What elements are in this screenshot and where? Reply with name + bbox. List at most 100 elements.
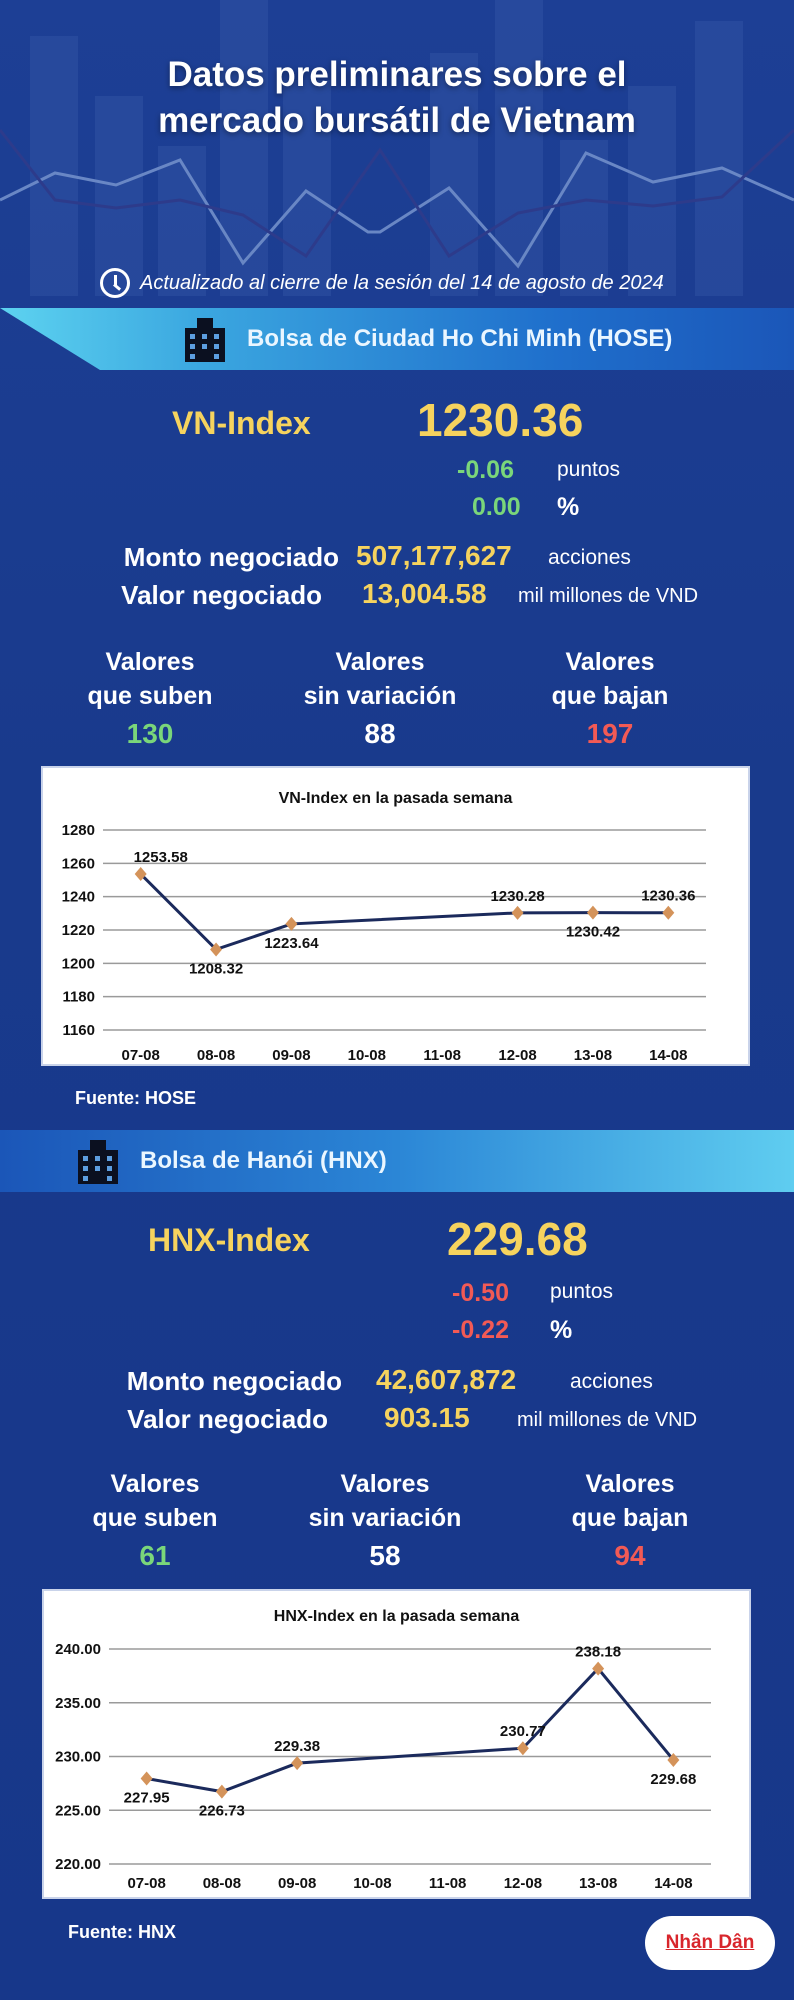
updated-text: Actualizado al cierre de la sesión del 1… [140, 271, 664, 294]
volume-label: Monto negociado [126, 1366, 342, 1396]
decorative-chart-graphic [0, 0, 794, 296]
unchanged-label-2: sin variación [308, 1504, 462, 1532]
volume-unit: acciones [570, 1370, 653, 1393]
advancers-block: Valores que suben 61 [65, 1467, 245, 1573]
x-tick-label: 10-08 [353, 1875, 391, 1892]
page-title: Datos preliminares sobre el mercado burs… [0, 52, 794, 144]
y-tick-label: 1280 [62, 822, 95, 839]
logo-text: Nhân Dân [665, 1932, 755, 1953]
vn-index-value: 1230.36 [417, 394, 584, 446]
hnx-index-value: 229.68 [447, 1213, 588, 1265]
data-point [662, 905, 675, 920]
y-tick-label: 230.00 [55, 1749, 101, 1766]
percent-unit: % [550, 1316, 573, 1344]
title-line-2: mercado bursátil de Vietnam [158, 101, 636, 140]
decliners-label-1: Valores [565, 648, 655, 676]
unchanged-block: Valores sin variación 58 [295, 1467, 475, 1573]
updated-note: Actualizado al cierre de la sesión del 1… [100, 268, 664, 298]
data-point [511, 905, 524, 920]
advancers-block: Valores que suben 130 [60, 645, 240, 751]
vn-index-chart: VN-Index en la pasada semana 1160 1180 1200… [41, 766, 750, 1066]
x-tick-label: 08-08 [203, 1875, 241, 1892]
chart-title: VN-Index en la pasada semana [279, 790, 513, 807]
x-tick-label: 08-08 [197, 1047, 235, 1064]
data-point [667, 1752, 680, 1767]
y-tick-label: 1200 [62, 955, 95, 972]
decliners-block: Valores que bajan 197 [520, 645, 700, 751]
volume-label: Monto negociado [123, 542, 339, 572]
x-tick-label: 10-08 [348, 1047, 386, 1064]
y-tick-label: 1180 [62, 989, 95, 1006]
advancers-label-1: Valores [105, 648, 195, 676]
unchanged-label-2: sin variación [303, 682, 457, 710]
series-line [139, 872, 669, 952]
hose-banner: Bolsa de Ciudad Ho Chi Minh (HOSE) [0, 308, 794, 370]
y-tick-label: 1220 [62, 922, 95, 939]
decliners-count: 94 [614, 1540, 646, 1571]
points-unit: puntos [557, 458, 621, 481]
decliners-label-2: que bajan [571, 1504, 689, 1532]
data-label: 229.38 [274, 1738, 320, 1755]
data-point [140, 1771, 153, 1786]
value-label: Valor negociado [127, 1404, 328, 1434]
value-label: Valor negociado [121, 580, 322, 610]
x-tick-label: 09-08 [272, 1047, 310, 1064]
advancers-label-1: Valores [110, 1470, 200, 1498]
building-icon [185, 316, 225, 362]
data-point [586, 905, 599, 920]
clock-icon [100, 268, 130, 298]
x-tick-label: 11-08 [429, 1875, 467, 1892]
data-label: 230.77 [500, 1723, 546, 1740]
data-point [285, 916, 298, 931]
y-tick-label: 1160 [62, 1022, 95, 1039]
unchanged-block: Valores sin variación 88 [290, 645, 470, 751]
data-point [291, 1756, 304, 1771]
value-value: 13,004.58 [362, 578, 487, 609]
y-tick-label: 1260 [62, 855, 95, 872]
y-tick-label: 225.00 [55, 1802, 101, 1819]
hnx-source: Fuente: HNX [68, 1922, 176, 1942]
x-tick-label: 07-08 [122, 1047, 160, 1064]
building-icon [78, 1138, 118, 1184]
series-line [146, 1666, 675, 1794]
advancers-label-2: que suben [92, 1504, 218, 1532]
x-tick-label: 14-08 [654, 1875, 692, 1892]
hnx-index-label: HNX-Index [148, 1222, 310, 1258]
x-tick-label: 13-08 [579, 1875, 617, 1892]
hnx-banner-title: Bolsa de Hanói (HNX) [140, 1147, 387, 1174]
value-unit: mil millones de VND [518, 585, 699, 607]
hnx-change-points: -0.50 [452, 1279, 509, 1307]
advancers-count: 61 [139, 1540, 171, 1571]
data-point [210, 942, 223, 957]
vn-index-label: VN-Index [172, 405, 311, 441]
data-label: 1230.42 [566, 924, 620, 941]
x-tick-label: 09-08 [278, 1875, 316, 1892]
advancers-count: 130 [126, 718, 174, 749]
hnx-change-percent: -0.22 [452, 1316, 509, 1344]
data-point [134, 867, 147, 882]
data-label: 238.18 [575, 1644, 621, 1661]
hose-banner-title: Bolsa de Ciudad Ho Chi Minh (HOSE) [247, 325, 673, 352]
data-label: 227.95 [124, 1790, 170, 1807]
volume-value: 42,607,872 [376, 1364, 517, 1395]
data-point [592, 1661, 605, 1676]
data-label: 1253.58 [134, 849, 188, 866]
y-tick-label: 220.00 [55, 1856, 101, 1873]
x-tick-label: 13-08 [574, 1047, 612, 1064]
x-tick-label: 14-08 [649, 1047, 687, 1064]
data-label: 1223.64 [264, 935, 319, 952]
points-unit: puntos [550, 1280, 614, 1303]
value-unit: mil millones de VND [517, 1409, 698, 1431]
x-tick-label: 07-08 [127, 1875, 165, 1892]
percent-unit: % [557, 493, 580, 521]
data-label: 1230.28 [490, 888, 544, 905]
data-label: 1230.36 [641, 888, 695, 905]
chart-svg: HNX-Index en la pasada semana 220.00 225.0… [55, 1608, 711, 1892]
decliners-block: Valores que bajan 94 [540, 1467, 720, 1573]
decliners-count: 197 [586, 718, 634, 749]
data-label: 226.73 [199, 1803, 245, 1820]
unchanged-count: 88 [364, 718, 396, 749]
y-tick-label: 235.00 [55, 1695, 101, 1712]
chart-svg: VN-Index en la pasada semana 1160 1180 1200… [62, 790, 706, 1064]
x-tick-label: 11-08 [423, 1047, 461, 1064]
